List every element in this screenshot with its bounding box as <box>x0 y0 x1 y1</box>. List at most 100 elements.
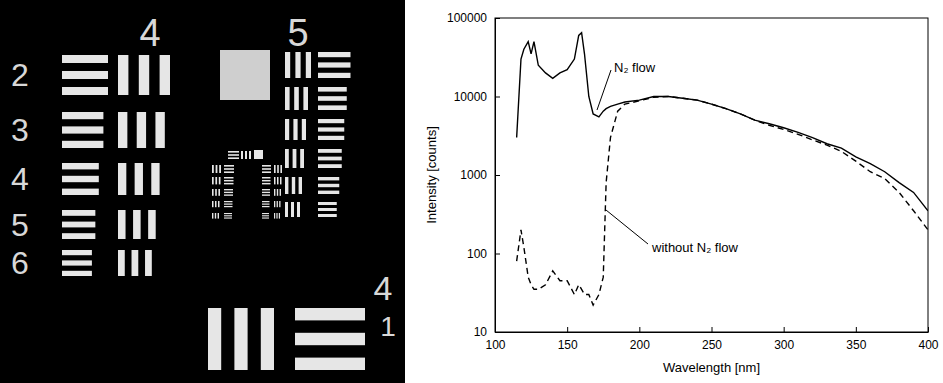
x-axis-title: Wavelength [nm] <box>663 360 760 375</box>
vertical-bar <box>219 165 221 173</box>
vertical-bar <box>249 151 251 159</box>
corner-label: 1 <box>380 311 396 342</box>
vertical-bar <box>145 250 152 276</box>
horizontal-bar <box>224 177 234 178</box>
horizontal-bar <box>318 157 342 161</box>
horizontal-bar <box>318 149 342 153</box>
horizontal-bar <box>62 141 103 148</box>
vertical-bar <box>151 163 159 195</box>
horizontal-bar <box>224 201 233 202</box>
vertical-bar <box>118 250 125 276</box>
vertical-bar <box>279 201 280 207</box>
resolution-target: 452345641 <box>0 0 405 383</box>
x-tick-label: 150 <box>558 338 578 352</box>
horizontal-bar <box>62 163 99 169</box>
small-square <box>254 150 263 159</box>
vertical-bar <box>291 202 294 217</box>
horizontal-bar <box>62 250 92 255</box>
vertical-bar <box>216 165 218 173</box>
vertical-bar <box>285 149 289 168</box>
vertical-bar <box>148 210 156 239</box>
horizontal-bar <box>62 71 108 79</box>
row-label: 4 <box>11 161 29 197</box>
vertical-bar <box>292 177 295 194</box>
vertical-bar <box>132 250 139 276</box>
vertical-bar <box>218 201 220 207</box>
corner-label: 4 <box>374 269 393 307</box>
vertical-bar <box>277 177 279 184</box>
vertical-bar <box>219 177 221 184</box>
horizontal-bar <box>295 308 365 320</box>
horizontal-bar <box>318 96 347 101</box>
chart: 1001502002503003504001010010001000010000… <box>424 11 939 375</box>
vertical-bar <box>274 165 276 173</box>
x-tick-mark <box>712 327 713 332</box>
horizontal-bar <box>318 136 344 140</box>
vertical-bar <box>279 213 280 219</box>
vertical-bar <box>212 177 214 184</box>
target-background <box>0 0 405 383</box>
horizontal-bar <box>224 217 232 218</box>
horizontal-bar <box>224 180 234 181</box>
horizontal-bar <box>62 222 95 228</box>
vertical-bar <box>285 119 289 140</box>
horizontal-bar <box>318 177 339 180</box>
y-tick-label: 10000 <box>454 90 488 104</box>
group-label: 4 <box>139 12 160 54</box>
horizontal-bar <box>224 165 234 167</box>
horizontal-bar <box>318 105 347 110</box>
leader-line <box>597 70 611 110</box>
horizontal-bar <box>62 87 108 95</box>
vertical-bar <box>133 210 141 239</box>
y-tick-mark <box>495 97 500 98</box>
horizontal-bar <box>318 119 344 123</box>
horizontal-bar <box>262 213 269 214</box>
y-tick: 1000 <box>460 168 500 182</box>
horizontal-bar <box>295 358 365 370</box>
lines <box>517 33 928 305</box>
y-tick-mark <box>495 254 500 255</box>
horizontal-bar <box>224 194 233 195</box>
horizontal-bar <box>224 192 233 193</box>
x-tick-label: 400 <box>918 338 938 352</box>
square-patch <box>220 50 270 100</box>
horizontal-bar <box>262 215 269 216</box>
vertical-bar <box>274 213 275 219</box>
x-tick-label: 250 <box>702 338 722 352</box>
vertical-bar <box>280 189 281 196</box>
vertical-bar <box>135 163 143 195</box>
horizontal-bar <box>62 112 103 119</box>
vertical-bar <box>280 165 282 173</box>
x-tick-label: 350 <box>846 338 866 352</box>
y-tick: 10 <box>474 325 500 339</box>
row-label: 3 <box>11 112 29 148</box>
horizontal-bar <box>318 87 347 92</box>
horizontal-bar <box>262 194 270 195</box>
horizontal-bar <box>318 62 351 67</box>
vertical-bar <box>306 52 311 78</box>
x-tick: 400 <box>918 327 938 352</box>
series-label: N₂ flow <box>614 60 656 75</box>
vertical-bar <box>277 189 278 196</box>
horizontal-bar <box>318 127 344 131</box>
horizontal-bar <box>262 206 270 207</box>
horizontal-bar <box>228 157 239 159</box>
vertical-bar <box>277 201 278 207</box>
vertical-bar <box>118 55 128 95</box>
x-tick-label: 100 <box>485 338 505 352</box>
horizontal-bar <box>224 168 234 170</box>
horizontal-bar <box>262 201 270 202</box>
vertical-bar <box>208 308 221 370</box>
x-tick-mark <box>567 327 568 332</box>
vertical-bar <box>241 151 243 159</box>
y-tick: 100 <box>467 247 500 261</box>
y-tick: 100000 <box>447 11 500 25</box>
horizontal-bar <box>224 203 233 204</box>
series-labels: N₂ flowwithout N₂ flow <box>597 60 739 255</box>
row-label: 6 <box>11 245 29 281</box>
vertical-bar <box>299 177 302 194</box>
horizontal-bar <box>318 184 339 187</box>
horizontal-bar <box>224 183 234 184</box>
y-axis: 10 100 1000 10000 100000 <box>447 11 500 339</box>
vertical-bar <box>285 177 288 194</box>
